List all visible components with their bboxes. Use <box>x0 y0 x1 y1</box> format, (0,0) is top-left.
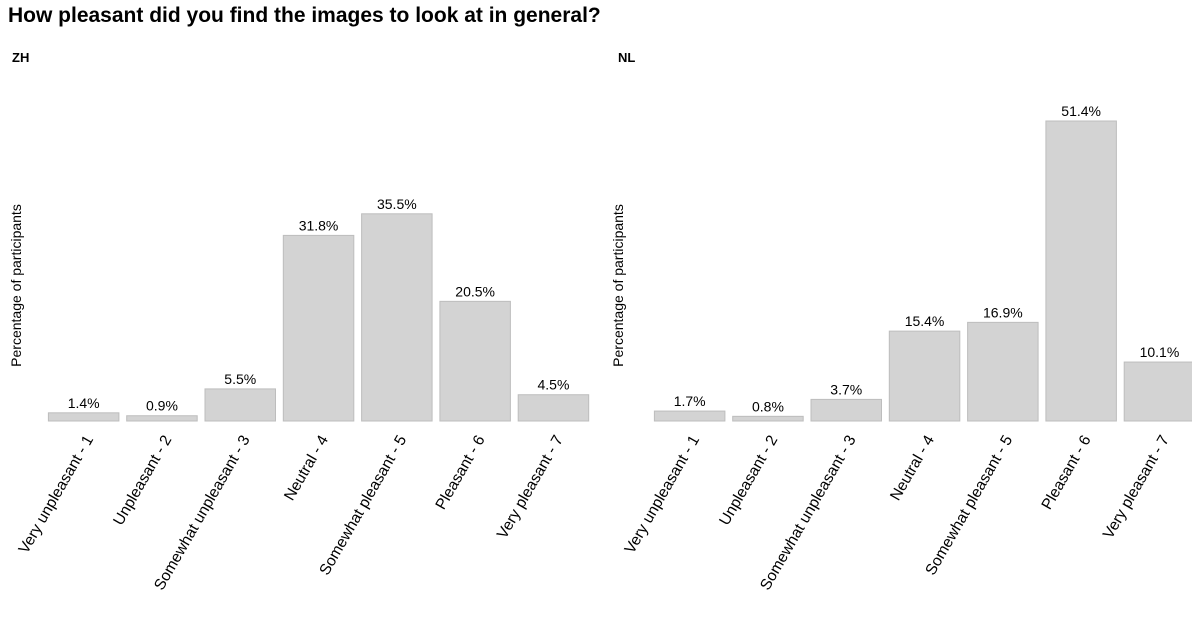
chart-panel-nl: NL Percentage of participants 1.7% Very un… <box>596 0 1192 643</box>
bar <box>126 415 198 422</box>
bar <box>888 330 961 422</box>
chart-title: How pleasant did you find the images to … <box>8 4 601 27</box>
panel-label: NL <box>618 50 636 65</box>
x-tick-label: Neutral - 4 <box>281 432 332 503</box>
data-label: 5.5% <box>224 371 256 387</box>
data-label: 15.4% <box>905 313 945 329</box>
bar <box>517 394 590 422</box>
data-label: 31.8% <box>299 217 339 233</box>
chart-panel-zh: ZH Percentage of participants 1.4% Very un… <box>8 50 590 594</box>
x-tick-label: Unpleasant - 2 <box>110 433 175 529</box>
data-label: 1.7% <box>674 393 706 409</box>
bar <box>810 398 882 422</box>
x-tick-label: Pleasant - 6 <box>1039 433 1095 513</box>
x-tick-label: Very unpleasant - 1 <box>622 433 704 557</box>
data-label: 51.4% <box>1061 103 1101 119</box>
data-label: 16.9% <box>983 304 1023 320</box>
data-label: 4.5% <box>537 377 569 393</box>
data-label: 3.7% <box>830 381 862 397</box>
panel-label: ZH <box>12 50 30 65</box>
bar <box>439 300 511 422</box>
data-label: 1.4% <box>68 395 100 411</box>
bar <box>653 410 726 422</box>
data-label: 35.5% <box>377 196 417 212</box>
bar <box>47 412 120 422</box>
data-label: 10.1% <box>1140 344 1180 360</box>
x-tick-label: Somewhat unpleasant - 3 <box>151 433 254 594</box>
x-tick-label: Pleasant - 6 <box>433 433 489 513</box>
x-tick-label: Neutral - 4 <box>887 432 938 503</box>
x-tick-label: Unpleasant - 2 <box>716 433 781 529</box>
x-tick-label: Somewhat pleasant - 5 <box>922 432 1016 578</box>
bar <box>1045 120 1117 422</box>
x-tick-label: Very pleasant - 7 <box>494 433 567 542</box>
x-tick-label: Somewhat pleasant - 5 <box>316 432 410 578</box>
y-axis-label: Percentage of participants <box>610 204 626 367</box>
x-tick-label: Very pleasant - 7 <box>1100 433 1173 542</box>
bar <box>732 415 804 422</box>
bar-chart-zh: Percentage of participants 1.4% Very unple… <box>8 196 590 594</box>
bar <box>361 213 433 422</box>
bar <box>204 388 276 422</box>
x-tick-label: Somewhat unpleasant - 3 <box>757 433 860 594</box>
x-tick-label: Very unpleasant - 1 <box>16 433 98 557</box>
data-label: 0.9% <box>146 398 178 414</box>
y-axis-label: Percentage of participants <box>8 204 24 367</box>
bar-chart-nl: Percentage of participants 1.7% Very unple… <box>610 103 1192 594</box>
bar <box>967 321 1039 422</box>
data-label: 20.5% <box>455 283 495 299</box>
data-label: 0.8% <box>752 398 784 414</box>
bar <box>282 234 355 422</box>
bar <box>1123 361 1192 422</box>
